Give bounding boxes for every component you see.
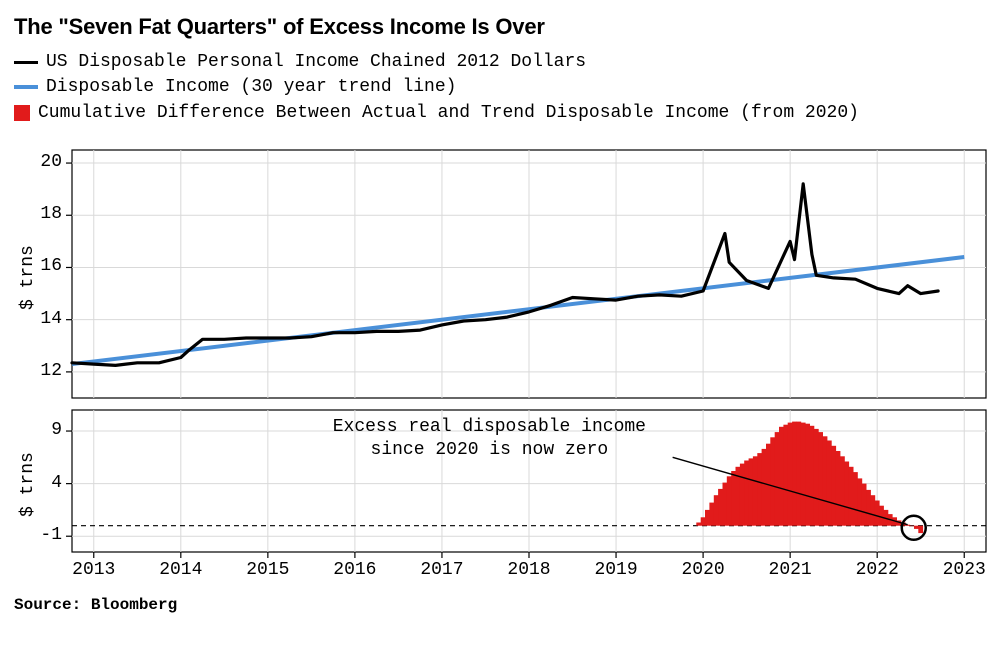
axis-tick-label: 18	[40, 204, 62, 224]
axis-tick-label: 2018	[507, 560, 550, 580]
chart-annotation-text: Excess real disposable income since 2020…	[299, 416, 679, 461]
axis-tick-label: 20	[40, 152, 62, 172]
axis-tick-label: 2016	[333, 560, 376, 580]
axis-tick-label: 2022	[856, 560, 899, 580]
axis-tick-label: 2015	[246, 560, 289, 580]
axis-tick-label: 9	[51, 420, 62, 440]
axis-tick-label: 2017	[420, 560, 463, 580]
y-axis-label-bottom: $ trns	[18, 452, 38, 517]
axis-tick-label: 2020	[681, 560, 724, 580]
y-axis-label-top: $ trns	[18, 245, 38, 310]
axis-tick-label: 12	[40, 361, 62, 381]
top-chart	[72, 150, 986, 398]
axis-tick-label: -1	[40, 525, 62, 545]
axis-tick-label: 14	[40, 309, 62, 329]
axis-tick-label: 2021	[769, 560, 812, 580]
axis-tick-label: 4	[51, 473, 62, 493]
axis-tick-label: 2013	[72, 560, 115, 580]
chart-source: Source: Bloomberg	[14, 596, 177, 614]
axis-tick-label: 2023	[943, 560, 986, 580]
axis-tick-label: 2019	[594, 560, 637, 580]
chart-svg	[0, 0, 1000, 651]
axis-tick-label: 16	[40, 256, 62, 276]
axis-tick-label: 2014	[159, 560, 202, 580]
